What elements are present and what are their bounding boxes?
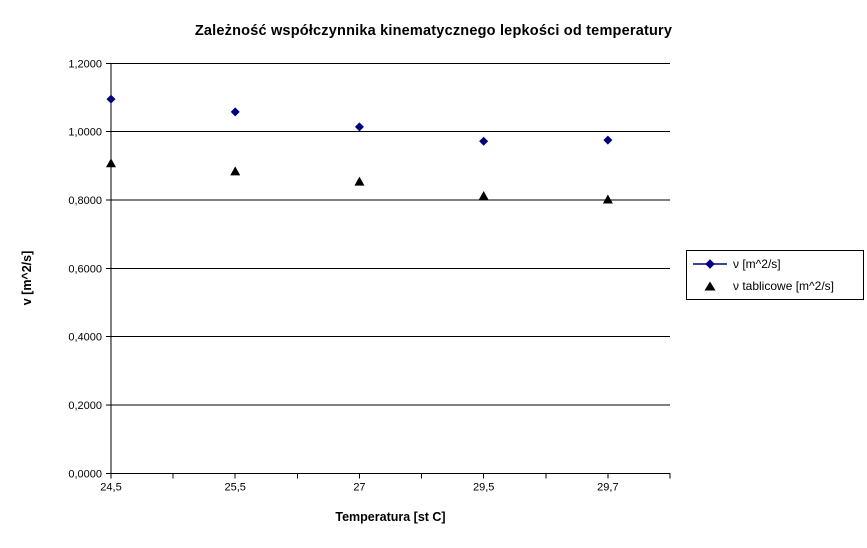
data-point-triangle [354,176,365,186]
y-tick-label: 0,8000 [68,195,102,207]
x-tick-label: 24,5 [100,481,121,493]
data-point-diamond [479,136,489,146]
data-point-triangle [106,158,116,168]
x-tick-label: 29,5 [473,481,494,493]
triangle-marker-icon [704,281,716,291]
chart-title: Zależność współczynnika kinematycznego l… [194,23,673,39]
y-tick-label: 0,6000 [68,263,102,275]
x-tick-label: 25,5 [225,481,246,493]
y-tick-label: 0,2000 [68,400,102,412]
y-tick-label: 0,0000 [68,468,102,480]
legend-label-series-2: ν tablicowe [m^2/s] [733,279,834,293]
legend: ν [m^2/s] ν tablicowe [m^2/s] [686,250,864,300]
y-tick-label: 0,4000 [68,332,102,344]
y-tick-label: 1,0000 [68,127,102,139]
data-point-diamond [230,107,240,117]
legend-item-series-1: ν [m^2/s] [687,253,863,275]
data-point-diamond [106,94,116,104]
x-tick-label: 29,7 [597,481,618,493]
data-point-diamond [354,122,364,132]
x-tick-label: 27 [353,481,365,493]
legend-item-series-2: ν tablicowe [m^2/s] [687,275,863,297]
data-point-diamond [603,135,613,145]
y-tick-label: 1,2000 [68,58,102,70]
data-point-triangle [602,194,613,204]
diamond-marker-icon [693,259,727,269]
legend-label-series-1: ν [m^2/s] [733,257,781,271]
data-point-triangle [478,191,489,201]
x-axis-title: Temperatura [st C] [335,510,446,524]
data-point-triangle [230,166,241,176]
